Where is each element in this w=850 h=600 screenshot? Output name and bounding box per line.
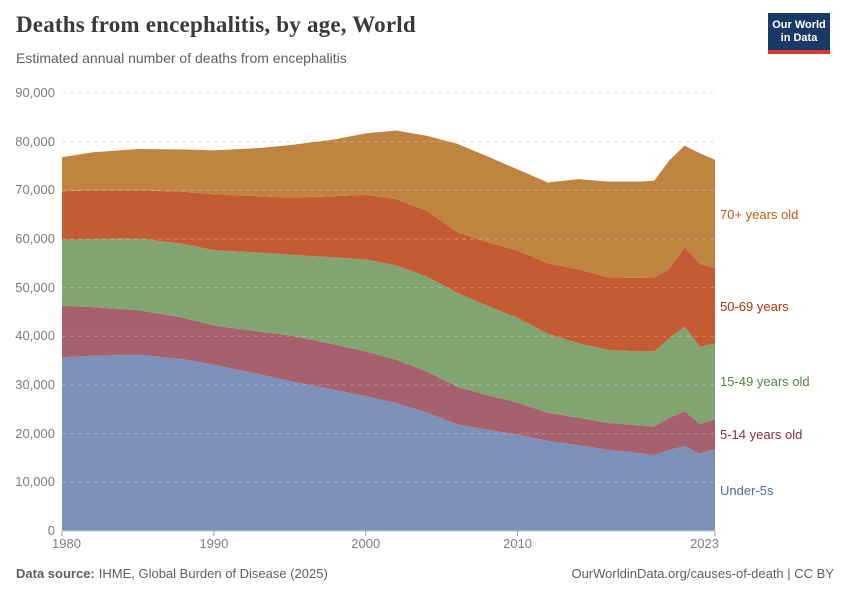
owid-logo: Our World in Data [768, 13, 830, 54]
area-50-69-years [62, 190, 715, 352]
data-source: Data source: IHME, Global Burden of Disea… [16, 566, 328, 581]
area-70-plus-years-old [62, 130, 715, 278]
data-source-text: IHME, Global Burden of Disease (2025) [98, 566, 328, 581]
legend-label-under-5s[interactable]: Under-5s [720, 483, 774, 498]
owid-logo-red-bar [768, 50, 830, 54]
y-axis-label: 80,000 [15, 133, 55, 149]
y-axis-label: 30,000 [15, 377, 55, 392]
y-axis-label: 20,000 [15, 425, 55, 441]
x-axis-label: 1980 [52, 536, 81, 551]
credit-link[interactable]: OurWorldinData.org/causes-of-death | CC … [571, 566, 834, 581]
area-5-14-years-old [62, 305, 715, 456]
x-axis-label: 2023 [690, 536, 719, 551]
owid-logo-line2: in Data [780, 32, 818, 44]
plot-area [61, 92, 722, 537]
x-axis-label: 1990 [199, 536, 229, 551]
legend-label-5-14-years-old[interactable]: 5-14 years old [720, 427, 803, 442]
area-under-5s [62, 354, 715, 531]
chart-subtitle: Estimated annual number of deaths from e… [16, 50, 347, 66]
stacked-area-plot [61, 92, 716, 536]
y-axis-label: 60,000 [15, 231, 55, 246]
y-axis-label: 10,000 [15, 474, 55, 490]
page-title: Deaths from encephalitis, by age, World [16, 12, 416, 37]
owid-logo-line1: Our World [772, 19, 826, 31]
y-axis-label: 70,000 [15, 182, 55, 198]
area-15-49-years-old [62, 238, 715, 427]
x-axis-label: 2000 [351, 536, 381, 551]
legend-label-50-69-years[interactable]: 50-69 years [720, 299, 789, 314]
data-source-label: Data source: [16, 566, 95, 581]
legend-label-70-plus-years-old[interactable]: 70+ years old [720, 207, 799, 222]
y-axis-label: 50,000 [15, 279, 55, 295]
legend-label-15-49-years-old[interactable]: 15-49 years old [720, 374, 810, 389]
x-axis-label: 2010 [503, 536, 533, 551]
y-axis-label: 90,000 [15, 85, 55, 100]
y-axis-label: 40,000 [15, 328, 55, 344]
y-axis-label: 0 [47, 523, 55, 538]
